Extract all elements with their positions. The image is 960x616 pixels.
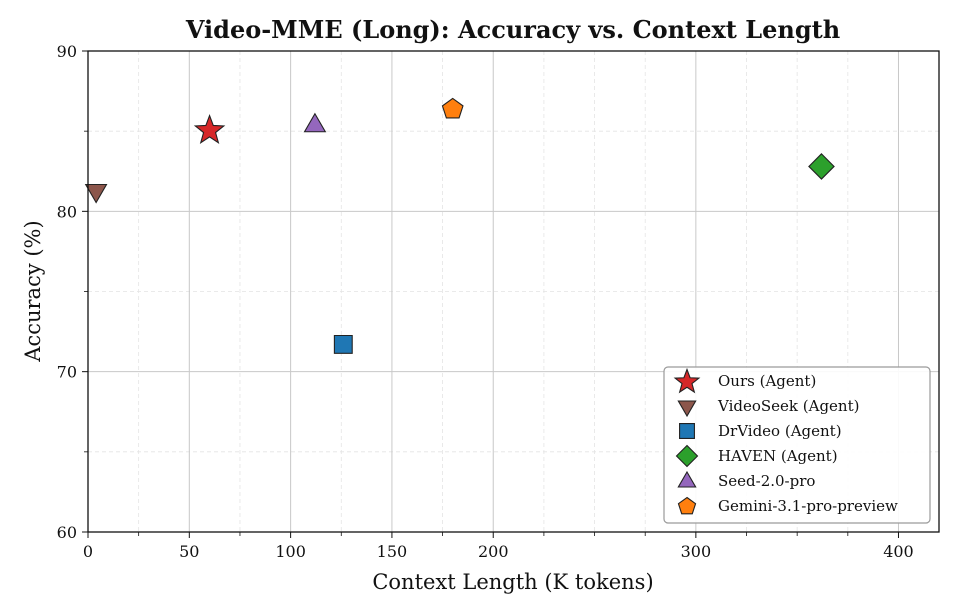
legend-marker xyxy=(677,470,697,488)
x-tick-label: 50 xyxy=(179,542,199,561)
x-tick-label: 200 xyxy=(478,542,509,561)
x-tick-label: 300 xyxy=(681,542,712,561)
y-tick-label: 70 xyxy=(57,363,77,382)
x-tick-label: 400 xyxy=(883,542,914,561)
y-tick-label: 80 xyxy=(57,202,77,221)
legend-marker xyxy=(677,496,697,515)
y-axis-label: Accuracy (%) xyxy=(21,220,45,362)
legend-label: Seed-2.0-pro xyxy=(718,472,815,490)
data-point-gemini-3-1-pro-preview xyxy=(441,97,464,119)
x-tick-label: 150 xyxy=(377,542,408,561)
legend-label: Ours (Agent) xyxy=(718,372,816,390)
legend-label: HAVEN (Agent) xyxy=(718,447,838,465)
legend: Ours (Agent) VideoSeek (Agent) DrVideo (Ag… xyxy=(663,366,931,524)
data-point-drvideo-agent xyxy=(333,334,353,354)
legend-marker xyxy=(675,444,699,468)
legend-marker xyxy=(673,367,701,394)
legend-frame xyxy=(663,366,931,524)
x-axis-label: Context Length (K tokens) xyxy=(372,570,653,594)
legend-marker xyxy=(679,423,695,439)
ticks-layer: 0 50 100 150 200 300 400 60 70 80 90 xyxy=(57,42,914,561)
data-point-haven-agent xyxy=(808,153,835,180)
legend-label: VideoSeek (Agent) xyxy=(717,397,859,415)
chart-title: Video-MME (Long): Accuracy vs. Context L… xyxy=(185,15,840,44)
x-tick-label: 100 xyxy=(275,542,306,561)
marks-layer xyxy=(84,97,835,354)
legend-marker xyxy=(677,400,697,418)
data-point-seed-2-0-pro xyxy=(303,112,327,133)
y-tick-label: 60 xyxy=(57,523,77,542)
legend-label: DrVideo (Agent) xyxy=(718,422,842,440)
legend-label: Gemini-3.1-pro-preview xyxy=(718,497,898,515)
legend-items: Ours (Agent) VideoSeek (Agent) DrVideo (Ag… xyxy=(673,367,898,515)
data-point-videoseek-agent xyxy=(84,183,108,204)
y-tick-label: 90 xyxy=(57,42,77,61)
data-point-ours-agent xyxy=(193,113,226,144)
x-tick-label: 0 xyxy=(83,542,93,561)
